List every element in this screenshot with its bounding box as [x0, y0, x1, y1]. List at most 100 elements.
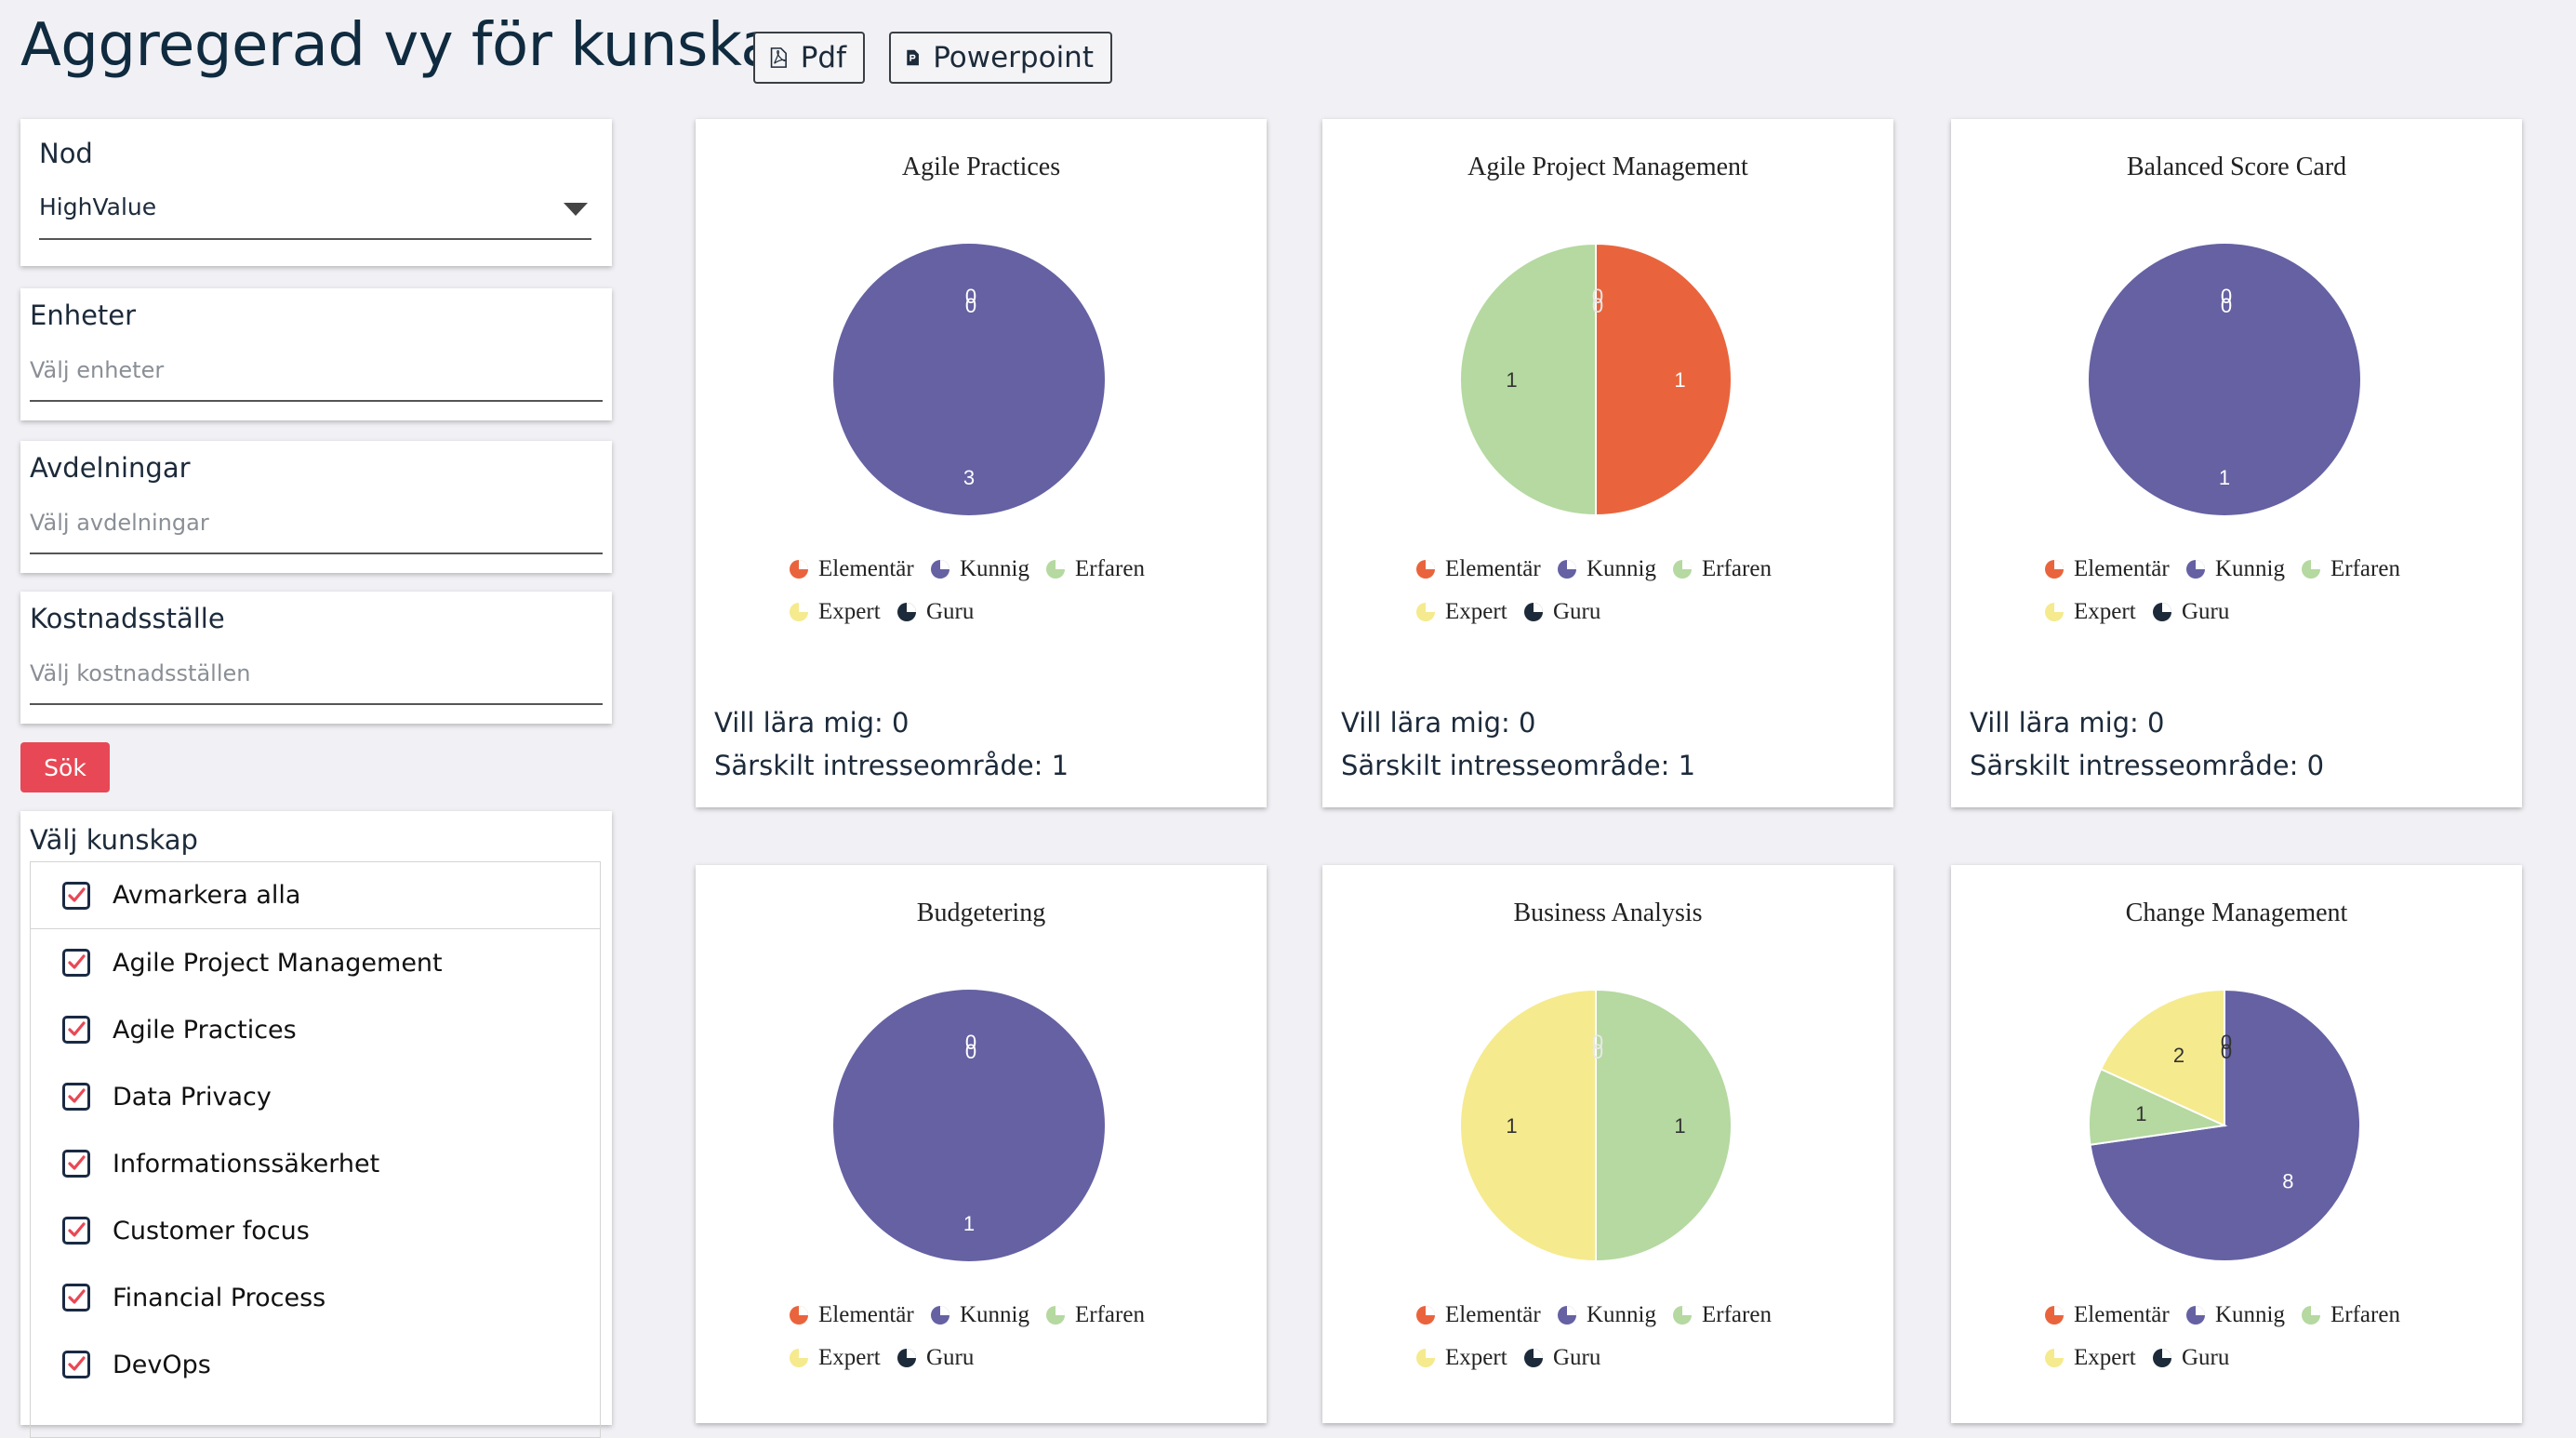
legend-item[interactable]: Erfaren — [1045, 1302, 1145, 1328]
checkbox[interactable] — [62, 1284, 90, 1312]
checkbox[interactable] — [62, 949, 90, 977]
legend-label: Elementär — [818, 1302, 914, 1327]
pie-legend-icon — [2045, 1349, 2064, 1367]
legend-item[interactable]: Guru — [896, 1345, 974, 1371]
pie-chart: 1 1 00 — [1459, 242, 1733, 517]
skill-row[interactable]: Customer focus — [31, 1197, 600, 1264]
legend-item[interactable]: Guru — [2152, 599, 2229, 625]
zero-value-label: 0 — [1592, 1031, 1603, 1054]
powerpoint-file-icon — [907, 49, 919, 66]
dropdown-arrow-icon[interactable] — [564, 203, 588, 216]
interest-area-stat: Särskilt intresseområde: 0 — [1970, 750, 2324, 781]
skill-label: DevOps — [113, 1350, 211, 1379]
legend-item[interactable]: Kunnig — [2185, 1302, 2285, 1328]
legend-item[interactable]: Erfaren — [1672, 556, 1772, 582]
legend-item[interactable]: Elementär — [1415, 1302, 1541, 1328]
legend-item[interactable]: Elementär — [789, 1302, 914, 1328]
legend-item[interactable]: Elementär — [1415, 556, 1541, 582]
legend-item[interactable]: Erfaren — [2301, 1302, 2400, 1328]
chart-title: Budgetering — [916, 899, 1046, 927]
pie-slice[interactable] — [1459, 988, 1597, 1263]
legend-label: Erfaren — [2330, 1302, 2400, 1327]
pie-chart: 1 00 — [833, 990, 1105, 1261]
legend-label: Kunnig — [960, 556, 1029, 581]
checkbox[interactable] — [62, 1217, 90, 1245]
legend-item[interactable]: Elementär — [789, 556, 914, 582]
slice-value-label: 1 — [2135, 1102, 2146, 1125]
skill-row[interactable]: Agile Practices — [31, 996, 600, 1063]
skill-row[interactable]: Data Privacy — [31, 1063, 600, 1130]
checkbox[interactable] — [62, 881, 90, 910]
node-select[interactable]: Nod HighValue — [20, 119, 612, 266]
legend-item[interactable]: Elementär — [2044, 556, 2170, 582]
skill-chart-card: Budgetering 1 0 0 Elementär Kunnig Erfaren Expe… — [696, 865, 1267, 1423]
legend-item[interactable]: Guru — [896, 599, 974, 625]
legend-item[interactable]: Erfaren — [2301, 556, 2400, 582]
legend-item[interactable]: Erfaren — [1672, 1302, 1772, 1328]
legend-item[interactable]: Kunnig — [930, 556, 1029, 582]
legend-item[interactable]: Guru — [1523, 1345, 1600, 1371]
legend-item[interactable]: Expert — [1415, 1345, 1507, 1371]
pie-slice[interactable] — [2099, 988, 2225, 1127]
legend-label: Expert — [818, 1345, 881, 1370]
skill-row[interactable]: Agile Project Management — [31, 929, 600, 996]
pie-legend-icon — [931, 1306, 949, 1325]
pie-legend-icon — [1524, 603, 1543, 621]
skill-label: Agile Practices — [113, 1015, 297, 1045]
legend-item[interactable]: Kunnig — [2185, 556, 2285, 582]
deselect-all-row[interactable]: Avmarkera alla — [31, 862, 600, 929]
pie-slice[interactable] — [1595, 988, 1733, 1263]
pie-legend-icon — [931, 560, 949, 579]
legend-item[interactable]: Kunnig — [1557, 556, 1656, 582]
legend-item[interactable]: Guru — [1523, 599, 1600, 625]
legend-label: Kunnig — [960, 1302, 1029, 1327]
legend-item[interactable]: Expert — [789, 599, 881, 625]
cost-center-placeholder[interactable]: Välj kostnadsställen — [30, 660, 251, 686]
powerpoint-export-button[interactable]: Powerpoint — [889, 32, 1112, 84]
search-button[interactable]: Sök — [20, 742, 110, 792]
units-underline — [30, 400, 603, 402]
legend-item[interactable]: Kunnig — [1557, 1302, 1656, 1328]
skill-row[interactable]: DevOps — [31, 1331, 600, 1398]
pie-slice[interactable] — [1595, 242, 1733, 517]
checkmark-icon — [68, 1155, 86, 1170]
checkbox[interactable] — [62, 1150, 90, 1178]
legend-item[interactable]: Expert — [1415, 599, 1507, 625]
skill-chart-card: Agile Practices 3 0 0 Elementär Kunnig Erfaren… — [696, 119, 1267, 807]
pdf-export-button[interactable]: Pdf — [753, 32, 865, 84]
pie-slice[interactable] — [2088, 1068, 2228, 1146]
units-placeholder[interactable]: Välj enheter — [30, 357, 165, 383]
checkbox[interactable] — [62, 1083, 90, 1111]
legend-item[interactable]: Expert — [789, 1345, 881, 1371]
chart-title: Balanced Score Card — [2126, 153, 2347, 181]
zero-value-label: 0 — [2221, 1040, 2232, 1063]
pie-legend-icon — [1046, 560, 1065, 579]
legend-item[interactable]: Kunnig — [930, 1302, 1029, 1328]
departments-placeholder[interactable]: Välj avdelningar — [30, 510, 209, 536]
skill-list[interactable]: Avmarkera alla Agile Project Management Ag… — [30, 861, 601, 1438]
pdf-file-icon — [770, 47, 787, 68]
skill-row[interactable]: Financial Process — [31, 1264, 600, 1331]
pie-legend-icon — [1673, 1306, 1692, 1325]
skill-row[interactable]: Informationssäkerhet — [31, 1130, 600, 1197]
units-field[interactable]: Enheter Välj enheter — [20, 288, 612, 420]
departments-field[interactable]: Avdelningar Välj avdelningar — [20, 441, 612, 573]
checkbox[interactable] — [62, 1351, 90, 1378]
page-title: Aggregerad vy för kunskap — [20, 11, 815, 80]
cost-center-field[interactable]: Kostnadsställe Välj kostnadsställen — [20, 592, 612, 724]
pie-slice[interactable] — [833, 990, 1105, 1261]
legend-item[interactable]: Expert — [2044, 1345, 2136, 1371]
legend-item[interactable]: Guru — [2152, 1345, 2229, 1371]
checkmark-icon — [68, 1356, 86, 1371]
legend-item[interactable]: Expert — [2044, 599, 2136, 625]
legend-item[interactable]: Erfaren — [1045, 556, 1145, 582]
checkbox[interactable] — [62, 1016, 90, 1044]
pie-legend-icon — [1046, 1306, 1065, 1325]
pie-slice[interactable] — [2089, 244, 2360, 515]
zero-value-label: 0 — [2221, 294, 2232, 317]
pie-slice[interactable] — [833, 244, 1105, 515]
pie-slice[interactable] — [1459, 242, 1597, 517]
legend-item[interactable]: Elementär — [2044, 1302, 2170, 1328]
skill-label: Informationssäkerhet — [113, 1149, 380, 1178]
zero-value-label: 0 — [2221, 1031, 2232, 1054]
